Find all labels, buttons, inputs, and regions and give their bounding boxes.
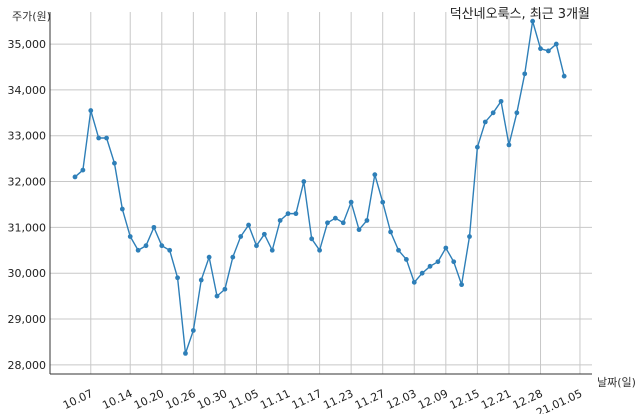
x-axis-label: 날짜(일)	[597, 375, 636, 389]
y-tick-label: 32,000	[8, 176, 47, 189]
data-point	[467, 234, 472, 239]
y-tick-label: 29,000	[8, 313, 47, 326]
data-point	[553, 41, 559, 47]
data-point	[175, 275, 180, 281]
y-tick-labels: 28,000 29,000 30,000 31,000 32,000 33,000 34,0…	[8, 38, 47, 372]
data-point	[135, 247, 141, 253]
data-point	[301, 179, 307, 184]
x-tick-label: 12.03	[384, 387, 418, 412]
data-point	[396, 247, 401, 253]
data-point	[112, 160, 117, 166]
x-tick-labels: 10.07 10.1410.2010.2610.3011.0511.1111.17…	[61, 387, 584, 414]
y-tick-label: 31,000	[8, 221, 47, 234]
data-point	[167, 247, 173, 253]
y-axis-label: 주가(원)	[12, 10, 51, 23]
data-point	[522, 71, 528, 77]
data-point	[498, 98, 504, 104]
x-tick-label: 12.09	[416, 387, 450, 412]
data-point	[459, 282, 465, 288]
data-point	[159, 243, 165, 249]
chart-title: 덕산네오룩스, 최근 3개월	[450, 7, 590, 22]
y-tick-label: 35,000	[8, 38, 47, 51]
data-point	[246, 222, 251, 228]
x-tick-label: 11.05	[227, 387, 261, 412]
x-tick-label: 21.01.05	[534, 387, 584, 414]
x-tick-label: 12.21	[479, 387, 513, 412]
data-point	[356, 227, 362, 233]
data-point	[538, 46, 543, 52]
data-point	[435, 259, 441, 265]
y-tick-label: 33,000	[8, 130, 47, 143]
y-tick-label: 28,000	[8, 359, 47, 372]
data-point	[514, 110, 520, 116]
y-tick-label: 30,000	[8, 267, 47, 280]
data-points	[72, 18, 567, 356]
x-tick-label: 10.30	[195, 387, 229, 412]
data-point	[332, 215, 338, 221]
data-point	[198, 277, 204, 283]
data-point	[443, 245, 449, 251]
data-point	[190, 328, 196, 333]
data-point	[261, 231, 267, 237]
data-point	[222, 286, 228, 292]
data-point	[411, 279, 417, 285]
data-point	[451, 259, 457, 265]
x-tick-label: 11.23	[321, 387, 355, 412]
x-tick-label: 12.15	[448, 387, 482, 412]
data-point	[214, 293, 220, 299]
data-point	[546, 48, 551, 54]
x-tick-label: 10.07	[61, 387, 95, 412]
data-point	[427, 263, 433, 269]
data-point	[104, 135, 109, 141]
data-point	[317, 247, 322, 253]
data-point	[482, 119, 488, 125]
data-point	[419, 270, 425, 276]
data-point	[119, 206, 125, 212]
data-point	[348, 199, 354, 205]
data-point	[143, 243, 149, 249]
grid	[50, 12, 592, 374]
x-tick-label: 10.14	[100, 387, 134, 412]
data-point	[72, 174, 78, 180]
data-point	[403, 257, 409, 262]
data-point	[506, 142, 512, 148]
data-point	[388, 229, 393, 235]
data-point	[325, 220, 330, 226]
data-point	[372, 172, 378, 178]
data-point	[230, 254, 236, 260]
data-point	[285, 211, 291, 217]
data-point	[380, 199, 386, 205]
x-tick-label: 10.20	[132, 387, 166, 412]
x-tick-label: 10.26	[164, 387, 198, 412]
data-point	[206, 254, 212, 260]
data-point	[96, 135, 102, 141]
data-point	[88, 108, 94, 113]
data-point	[269, 247, 275, 253]
data-point	[238, 234, 244, 239]
data-point	[490, 110, 496, 116]
data-point	[364, 218, 370, 223]
x-tick-label: 11.11	[258, 387, 292, 412]
data-point	[530, 18, 536, 24]
data-point	[293, 211, 299, 217]
x-tick-label: 11.17	[290, 387, 324, 412]
data-point	[127, 234, 133, 239]
data-point	[561, 73, 567, 79]
data-point	[151, 224, 157, 230]
data-point	[309, 236, 315, 242]
data-point	[474, 144, 480, 150]
data-point	[277, 218, 283, 223]
y-tick-label: 34,000	[8, 84, 47, 97]
axes	[49, 12, 592, 375]
data-point	[340, 220, 346, 226]
data-point	[80, 167, 86, 173]
x-tick-label: 11.27	[353, 387, 387, 412]
data-point	[254, 243, 259, 249]
data-point	[183, 350, 188, 356]
